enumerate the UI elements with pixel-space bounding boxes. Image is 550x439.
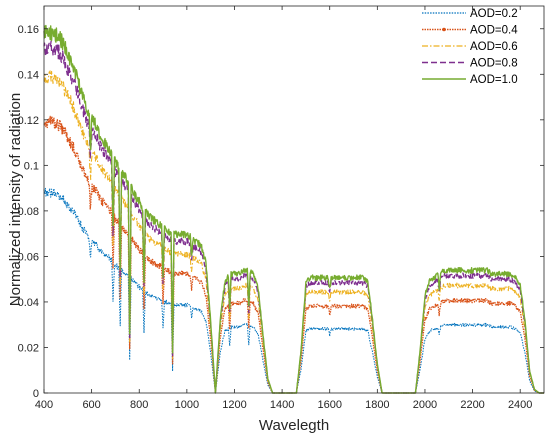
legend-marker <box>442 27 446 32</box>
y-tick-label: 0.16 <box>18 24 39 36</box>
y-tick-label: 0.08 <box>18 206 39 218</box>
x-tick-label: 1200 <box>222 399 246 411</box>
x-tick-label: 2000 <box>413 399 437 411</box>
legend-label: AOD=0.4 <box>470 25 518 37</box>
series-line-aod-0-8 <box>43 40 545 394</box>
y-tick-label: 0.04 <box>18 297 39 309</box>
y-tick-label: 0.1 <box>24 160 39 172</box>
y-axis-label: Normalized intensity of radiation <box>7 93 24 306</box>
x-tick-label: 400 <box>35 399 53 411</box>
legend-label: AOD=0.8 <box>470 58 518 70</box>
plot-frame <box>43 5 545 394</box>
y-tick-label: 0.02 <box>18 342 39 354</box>
legend-label: AOD=0.2 <box>470 8 518 20</box>
x-tick-label: 1800 <box>365 399 389 411</box>
y-axis-ticks: 0 0.02 0.04 0.06 0.08 0.1 0.12 0.14 0.16 <box>18 24 544 400</box>
x-tick-label: 1600 <box>317 399 341 411</box>
legend-label: AOD=0.6 <box>470 41 518 53</box>
x-tick-label: 800 <box>130 399 148 411</box>
x-tick-label: 2200 <box>460 399 484 411</box>
x-tick-label: 600 <box>82 399 100 411</box>
legend: AOD=0.2 AOD=0.4 AOD=0.6 AOD=0.8 AOD=1.0 <box>422 8 518 86</box>
y-tick-label: 0.06 <box>18 251 39 263</box>
x-axis-label: Wavelegth <box>259 417 329 434</box>
x-tick-label: 1000 <box>175 399 199 411</box>
y-tick-label: 0.14 <box>18 69 39 81</box>
legend-label: AOD=1.0 <box>470 74 518 86</box>
y-tick-label: 0.12 <box>18 115 39 127</box>
x-tick-label: 2400 <box>508 399 532 411</box>
y-tick-label: 0 <box>33 388 39 400</box>
x-axis-ticks: 400 600 800 1000 1200 1400 1600 1800 2000 2200 240… <box>35 6 532 411</box>
x-tick-label: 1400 <box>270 399 294 411</box>
